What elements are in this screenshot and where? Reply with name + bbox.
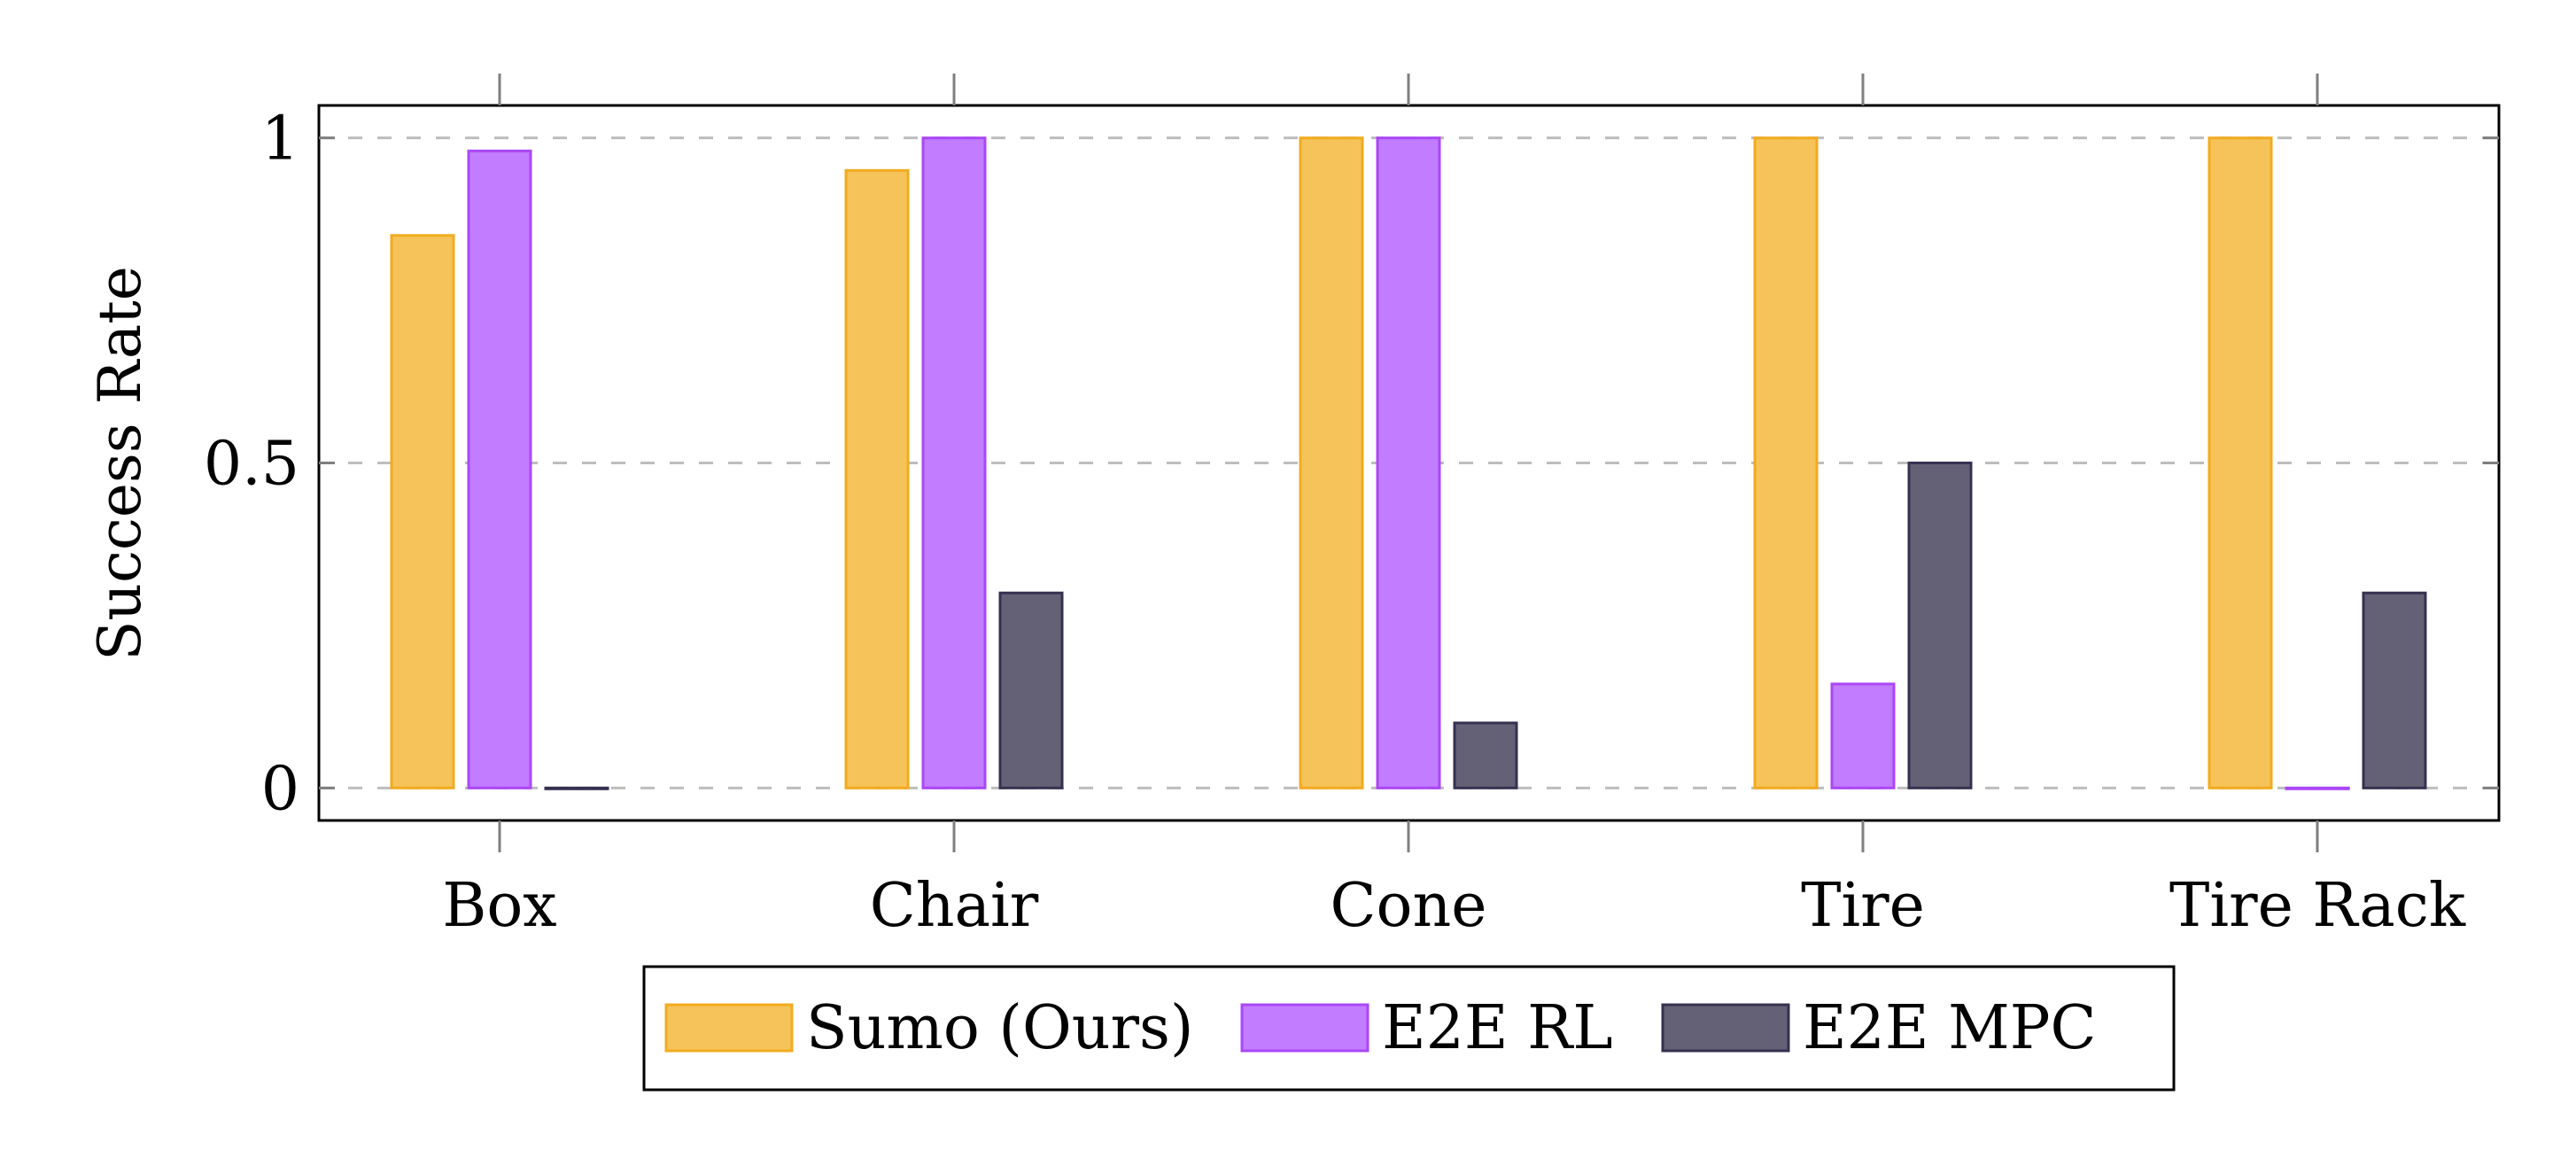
legend-label: Sumo (Ours) xyxy=(806,993,1193,1063)
y-axis-label: Success Rate xyxy=(86,266,154,661)
x-tick-label: Box xyxy=(442,871,556,941)
bar-e2e-rl xyxy=(467,149,532,789)
y-tick-label: 0 xyxy=(261,754,299,824)
bar-e2e-rl xyxy=(2285,786,2350,790)
bar-e2e-mpc xyxy=(2362,591,2427,789)
legend-label: E2E MPC xyxy=(1803,993,2097,1063)
legend-swatch xyxy=(664,1003,794,1053)
legend-swatch xyxy=(1661,1003,1790,1053)
bar-e2e-mpc xyxy=(1453,721,1518,789)
ticks: 0 0.5 1 Box Chair Cone Tire Tire Rack xyxy=(204,74,2499,941)
bar-e2e-mpc xyxy=(998,591,1064,789)
legend-label: E2E RL xyxy=(1382,993,1613,1063)
bar-e2e-rl xyxy=(1376,136,1441,789)
y-tick-label: 1 xyxy=(261,105,299,175)
bar-e2e-rl xyxy=(921,136,987,789)
legend: Sumo (Ours) E2E RL E2E MPC xyxy=(642,965,2176,1092)
x-tick-label: Tire Rack xyxy=(2169,871,2466,941)
bar-sumo-ours xyxy=(2207,136,2273,789)
x-tick-label: Cone xyxy=(1330,871,1486,941)
bar-sumo-ours xyxy=(844,168,910,789)
bar-sumo-ours xyxy=(1299,136,1364,789)
bar-e2e-mpc xyxy=(1907,462,1973,789)
legend-swatch xyxy=(1240,1003,1369,1053)
bars xyxy=(390,136,2427,790)
bar-sumo-ours xyxy=(390,234,455,789)
bar-sumo-ours xyxy=(1753,136,1819,789)
y-tick-label: 0.5 xyxy=(204,430,299,500)
x-tick-label: Tire xyxy=(1801,871,1925,941)
x-tick-label: Chair xyxy=(870,871,1039,941)
bar-e2e-mpc xyxy=(544,786,609,790)
bar-e2e-rl xyxy=(1830,682,1896,789)
legend-frame xyxy=(642,965,2176,1092)
